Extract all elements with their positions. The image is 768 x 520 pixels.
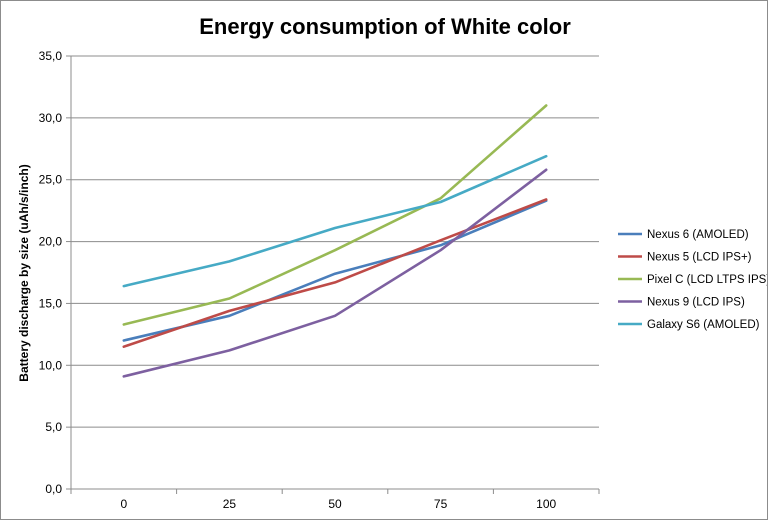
y-tick-label: 25,0 xyxy=(39,173,63,187)
legend-label: Nexus 5 (LCD IPS+) xyxy=(647,252,752,264)
y-tick-label: 0,0 xyxy=(45,482,62,496)
series-line xyxy=(122,198,548,349)
x-tick-label: 100 xyxy=(536,497,556,511)
series-lines xyxy=(122,104,548,378)
chart-title: Energy consumption of White color xyxy=(199,14,571,39)
y-tick-label: 15,0 xyxy=(39,296,63,310)
y-axis-ticks: 0,0 5,0 10,0 15,0 20,0 25,0 30,0 35,0 xyxy=(39,49,71,496)
gridlines xyxy=(71,55,599,428)
y-tick-label: 5,0 xyxy=(45,420,62,434)
series-line xyxy=(122,104,548,326)
legend-label: Galaxy S6 (AMOLED) xyxy=(647,319,760,331)
x-tick-label: 25 xyxy=(223,497,237,511)
series-line xyxy=(122,154,548,288)
axes xyxy=(70,56,599,490)
y-axis-label: Battery discharge by size (uAh/s/inch) xyxy=(17,164,31,381)
y-tick-label: 30,0 xyxy=(39,111,63,125)
y-tick-label: 20,0 xyxy=(39,235,63,249)
y-tick-label: 35,0 xyxy=(39,49,63,63)
legend-label: Nexus 6 (AMOLED) xyxy=(647,229,749,241)
legend-label: Nexus 9 (LCD IPS) xyxy=(647,297,745,309)
series-line xyxy=(122,168,548,378)
y-tick-label: 10,0 xyxy=(39,358,63,372)
x-tick-label: 0 xyxy=(120,497,127,511)
x-axis-ticks: 0 25 50 75 100 xyxy=(70,489,600,511)
legend-label: Pixel C (LCD LTPS IPS) xyxy=(647,274,767,286)
x-tick-label: 50 xyxy=(328,497,342,511)
legend: Nexus 6 (AMOLED) Nexus 5 (LCD IPS+) Pixel … xyxy=(618,229,767,331)
x-tick-label: 75 xyxy=(434,497,448,511)
